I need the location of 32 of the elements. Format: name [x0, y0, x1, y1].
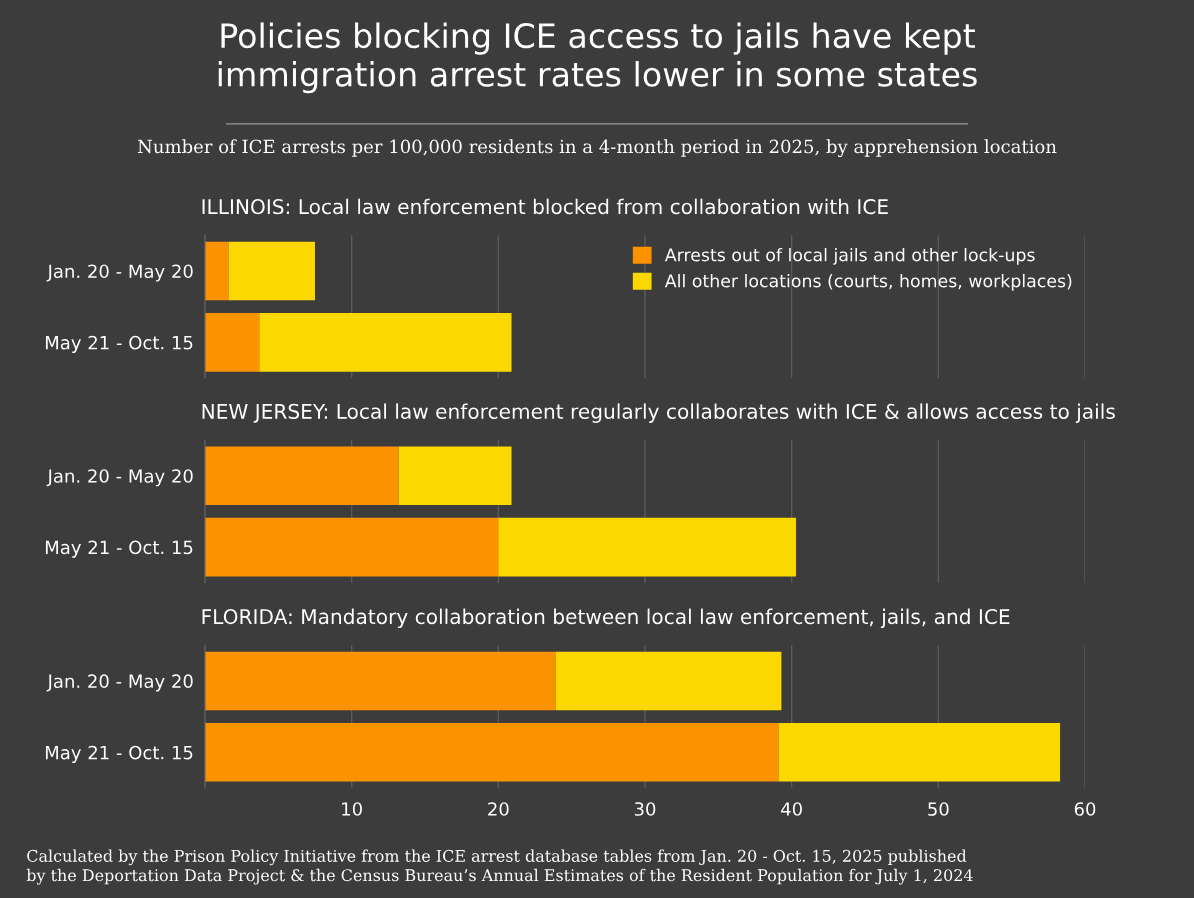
y-tick-label: Jan. 20 - May 20	[46, 674, 193, 692]
bar	[205, 241, 229, 301]
bar	[205, 517, 499, 577]
text: ILLINOIS: Local law enforcement blocked from collaboration with ICE	[202, 198, 888, 215]
y-tick-label: May 21 - Oct. 15	[45, 540, 193, 558]
y-tick-label: May 21 - Oct. 15	[45, 745, 193, 763]
bar	[228, 241, 316, 301]
bar	[778, 723, 1061, 782]
bar	[259, 313, 512, 372]
legend-label: All other locations (courts, homes, workplaces)	[664, 273, 1072, 291]
x-tick-label: 50	[928, 802, 949, 816]
chart-subtitle: Number of ICE arrests per 100,000 residents in a 4-month period in 2025, by apprehension location	[137, 139, 1057, 158]
x-tick-label: 10	[342, 802, 362, 816]
x-tick-label: 60	[1074, 802, 1096, 816]
bar	[205, 651, 556, 711]
bar	[398, 446, 512, 505]
text: NEW JERSEY: Local law enforcement regularly collaborates with ICE & allows access to jails	[202, 403, 1115, 423]
x-tick-label: 30	[634, 802, 656, 816]
bar	[205, 313, 260, 372]
y-tick-label: Jan. 20 - May 20	[46, 264, 193, 282]
chart-title: Policies blocking ICE access to jails have kept immigration arrest rates lower in some states	[218, 22, 977, 94]
bar	[555, 651, 782, 711]
bar	[498, 517, 797, 577]
x-tick-label: 40	[781, 802, 802, 816]
bar	[205, 723, 779, 782]
bar	[205, 446, 399, 505]
x-tick-label: 20	[488, 802, 509, 816]
text: FLORIDA: Mandatory collaboration between local law enforcement, jails, and ICE	[202, 608, 1010, 629]
text: Calculated by the Prison Policy Initiative from the ICE arrest database tables from Jan. 20 - Oct. 15, 2025 published by the Deportation Data Project & the Census Bureau’s Annual Estimates of the Resident Population for July 1, 2024	[26, 849, 973, 885]
y-tick-label: May 21 - Oct. 15	[45, 335, 193, 353]
legend-label: Arrests out of local jails and other lock-ups	[664, 247, 1035, 265]
y-tick-label: Jan. 20 - May 20	[46, 469, 193, 487]
